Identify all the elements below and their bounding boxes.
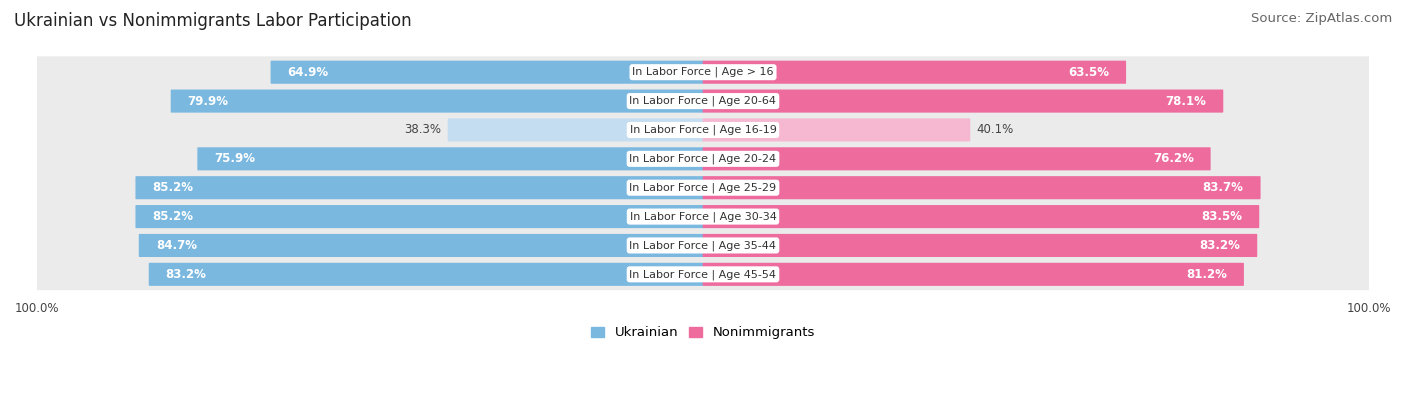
Text: 83.5%: 83.5% [1201,210,1243,223]
FancyBboxPatch shape [37,172,1369,203]
FancyBboxPatch shape [37,114,1369,146]
Text: 83.2%: 83.2% [166,268,207,281]
FancyBboxPatch shape [703,118,970,141]
Text: 83.2%: 83.2% [1199,239,1240,252]
Text: 79.9%: 79.9% [188,94,229,107]
Text: Ukrainian vs Nonimmigrants Labor Participation: Ukrainian vs Nonimmigrants Labor Partici… [14,12,412,30]
FancyBboxPatch shape [139,234,703,257]
Text: In Labor Force | Age 16-19: In Labor Force | Age 16-19 [630,125,776,135]
FancyBboxPatch shape [703,147,1211,170]
FancyBboxPatch shape [37,201,1369,233]
FancyBboxPatch shape [703,205,1260,228]
Legend: Ukrainian, Nonimmigrants: Ukrainian, Nonimmigrants [588,322,818,343]
Text: 84.7%: 84.7% [156,239,197,252]
Text: 75.9%: 75.9% [214,152,256,166]
Text: 81.2%: 81.2% [1187,268,1227,281]
Text: 76.2%: 76.2% [1153,152,1194,166]
FancyBboxPatch shape [447,118,703,141]
FancyBboxPatch shape [37,229,1369,261]
Text: In Labor Force | Age 20-64: In Labor Force | Age 20-64 [630,96,776,106]
FancyBboxPatch shape [170,90,703,113]
Text: In Labor Force | Age 20-24: In Labor Force | Age 20-24 [630,154,776,164]
FancyBboxPatch shape [703,90,1223,113]
Text: In Labor Force | Age 35-44: In Labor Force | Age 35-44 [630,240,776,251]
Text: 85.2%: 85.2% [152,181,194,194]
FancyBboxPatch shape [197,147,703,170]
FancyBboxPatch shape [149,263,703,286]
FancyBboxPatch shape [270,61,703,84]
Text: 63.5%: 63.5% [1069,66,1109,79]
Text: 64.9%: 64.9% [288,66,329,79]
Text: In Labor Force | Age 30-34: In Labor Force | Age 30-34 [630,211,776,222]
FancyBboxPatch shape [37,143,1369,175]
FancyBboxPatch shape [703,234,1257,257]
Text: 38.3%: 38.3% [405,124,441,136]
Text: In Labor Force | Age 25-29: In Labor Force | Age 25-29 [630,182,776,193]
FancyBboxPatch shape [703,263,1244,286]
FancyBboxPatch shape [37,258,1369,290]
FancyBboxPatch shape [135,176,703,199]
Text: 40.1%: 40.1% [977,124,1014,136]
FancyBboxPatch shape [135,205,703,228]
FancyBboxPatch shape [37,56,1369,88]
FancyBboxPatch shape [703,176,1261,199]
FancyBboxPatch shape [37,85,1369,117]
FancyBboxPatch shape [703,61,1126,84]
Text: 83.7%: 83.7% [1202,181,1243,194]
Text: 85.2%: 85.2% [152,210,194,223]
Text: In Labor Force | Age 45-54: In Labor Force | Age 45-54 [630,269,776,280]
Text: Source: ZipAtlas.com: Source: ZipAtlas.com [1251,12,1392,25]
Text: 78.1%: 78.1% [1166,94,1206,107]
Text: In Labor Force | Age > 16: In Labor Force | Age > 16 [633,67,773,77]
